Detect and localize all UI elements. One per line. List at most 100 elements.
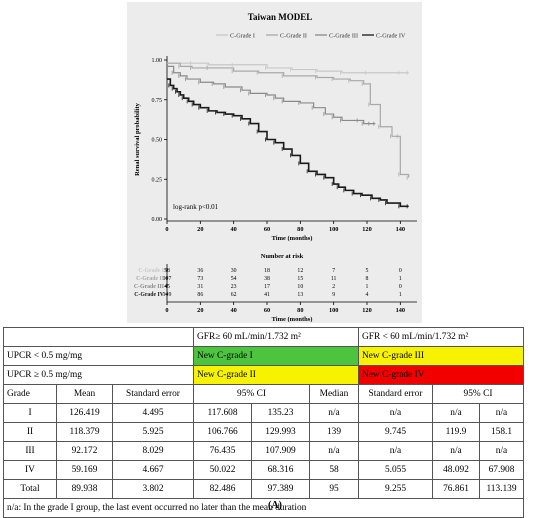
risk-value: 18 [264, 268, 270, 274]
cell: 107.909 [251, 441, 310, 461]
log-rank-annotation: log-rank p<0.01 [173, 203, 219, 211]
header-ci-median: 95% CI [432, 384, 524, 404]
new-c-grade-ii-cell: New C-grade II [193, 365, 359, 385]
risk-value: 54 [231, 276, 237, 282]
risk-value: 0 [399, 268, 402, 274]
cell: 106.766 [193, 422, 252, 442]
table-header-row: Grade Mean Standard error 95% CI Median … [3, 384, 524, 404]
risk-value: 23 [231, 284, 237, 290]
cell: n/a [479, 403, 524, 423]
cell: II [3, 422, 57, 442]
risk-value: 12 [297, 268, 303, 274]
x-tick-label: 40 [231, 226, 237, 233]
cell: 48.092 [432, 460, 480, 480]
cell: 97.389 [251, 479, 310, 499]
risk-x-tick-label: 80 [297, 307, 303, 314]
cell: 117.608 [193, 403, 252, 423]
cell: III [3, 441, 57, 461]
gfr-high-header: GFR≥ 60 mL/min/1.732 m² [193, 327, 359, 347]
risk-value: 41 [264, 292, 270, 298]
risk-x-tick-label: 0 [165, 307, 168, 314]
risk-value: 5 [366, 268, 369, 274]
header-mean: Mean [56, 384, 113, 404]
series-line [167, 62, 409, 74]
legend-label: C-Grade IV [376, 33, 406, 40]
header-standard-error: Standard error [112, 384, 194, 404]
cell: 89.938 [56, 479, 113, 499]
cell: 139 [309, 422, 359, 442]
cell: n/a [309, 403, 359, 423]
cell: 9.745 [358, 422, 433, 442]
risk-value: 38 [264, 276, 270, 282]
table-row: II 118.379 5.925 106.766 129.993 139 9.7… [3, 422, 524, 442]
x-tick-label: 140 [396, 226, 405, 233]
risk-value: 62 [231, 292, 237, 298]
x-axis-label: Time (months) [272, 235, 313, 242]
risk-row-label: C-Grade II [136, 276, 165, 282]
risk-value: 10 [297, 284, 303, 290]
legend-label: C-Grade III [329, 33, 358, 40]
risk-value: 1 [399, 292, 402, 298]
risk-row-label: C-Grade III [134, 284, 165, 290]
y-tick-label: 0.50 [152, 138, 163, 144]
risk-value: 30 [231, 268, 237, 274]
cell: n/a [358, 403, 433, 423]
cell: 9.255 [358, 479, 433, 499]
table-row: UPCR < 0.5 mg/mg New C-grade I New C-gra… [3, 346, 524, 366]
cell: 5.055 [358, 460, 433, 480]
risk-x-axis-label: Time (months) [272, 316, 313, 323]
cell: n/a [432, 441, 480, 461]
x-tick-label: 20 [197, 226, 203, 233]
cell: 4.495 [112, 403, 194, 423]
header-standard-error-median: Standard error [358, 384, 433, 404]
risk-x-tick-label: 60 [264, 307, 270, 314]
header-grade: Grade [3, 384, 57, 404]
empty-header-cell [3, 327, 194, 347]
cell: 4.667 [112, 460, 194, 480]
risk-value: 73 [197, 276, 203, 282]
cell: 135.23 [251, 403, 310, 423]
y-tick-label: 0.75 [152, 98, 163, 104]
table-row: GFR≥ 60 mL/min/1.732 m² GFR < 60 mL/min/… [3, 327, 524, 347]
table-row: UPCR ≥ 0.5 mg/mg New C-grade II New C-gr… [3, 365, 524, 385]
cell: 118.379 [56, 422, 113, 442]
x-tick-label: 0 [165, 226, 168, 233]
risk-row-label: C-Grade I [138, 268, 164, 274]
cell: 50.022 [193, 460, 252, 480]
cell: 58 [309, 460, 359, 480]
cell: 76.435 [193, 441, 252, 461]
cell: 126.419 [56, 403, 113, 423]
risk-x-tick-label: 120 [362, 307, 371, 314]
risk-value: 15 [297, 276, 303, 282]
cell: 68.316 [251, 460, 310, 480]
cell: 113.139 [479, 479, 524, 499]
table-row: I 126.419 4.495 117.608 135.23 n/a n/a n… [3, 403, 524, 423]
new-c-grade-iii-cell: New C-grade III [358, 346, 524, 366]
new-c-grade-i-cell: New C-grade I [193, 346, 359, 366]
kaplan-meier-chart: Taiwan MODEL C-Grade I C-Grade II C-Grade … [134, 12, 417, 323]
x-tick-label: 120 [362, 226, 371, 233]
risk-value: 9 [332, 292, 335, 298]
cell: n/a [432, 403, 480, 423]
risk-value: 86 [197, 292, 203, 298]
x-tick-label: 80 [297, 226, 303, 233]
cell: 59.169 [56, 460, 113, 480]
cell: n/a [358, 441, 433, 461]
header-ci: 95% CI [193, 384, 310, 404]
risk-x-tick-label: 40 [231, 307, 237, 314]
header-median: Median [309, 384, 359, 404]
risk-value: 8 [366, 276, 369, 282]
chart-title: Taiwan MODEL [248, 12, 312, 22]
risk-value: 31 [197, 284, 203, 290]
risk-value: 36 [197, 268, 203, 274]
cell: 5.925 [112, 422, 194, 442]
risk-x-tick-label: 20 [197, 307, 203, 314]
upcr-high-label: UPCR ≥ 0.5 mg/mg [3, 365, 194, 385]
risk-row-label: C-Grade IV [134, 292, 165, 298]
x-tick-label: 100 [329, 226, 338, 233]
risk-value: 2 [332, 284, 335, 290]
cell: 82.486 [193, 479, 252, 499]
risk-x-tick-label: 100 [329, 307, 338, 314]
cell: n/a [479, 441, 524, 461]
figure-caption: (A) [268, 500, 282, 511]
